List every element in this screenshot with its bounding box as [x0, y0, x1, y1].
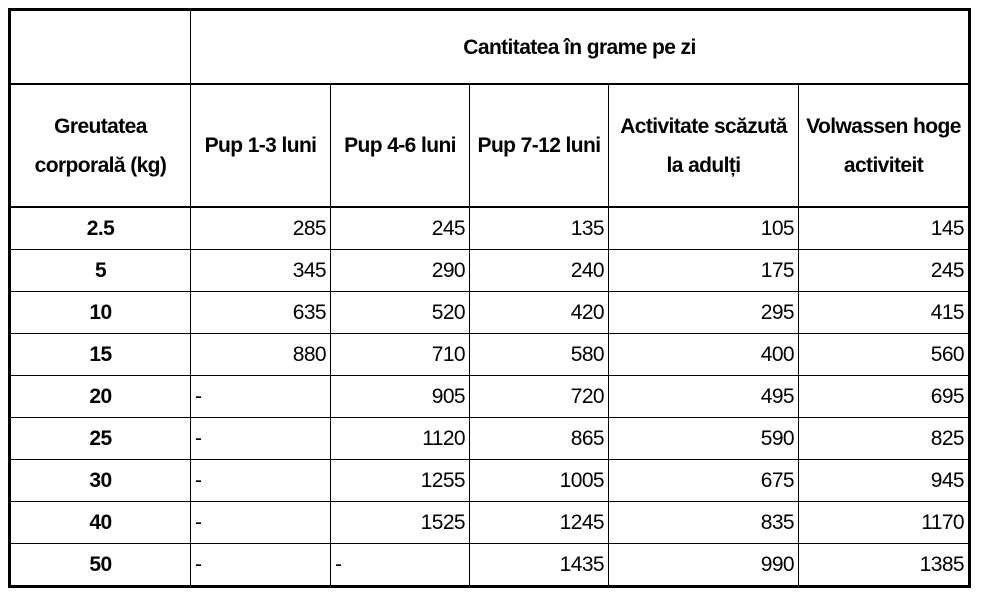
amount-cell: 675	[608, 459, 799, 502]
column-header: Greutatea corporală (kg)	[9, 83, 191, 208]
table-row: 2.5 285 245 135 105 145	[9, 206, 970, 250]
table-row: 40-1525 1245 835 1170	[9, 501, 970, 544]
amount-cell: 865	[469, 417, 609, 460]
weight-cell: 50	[9, 543, 191, 587]
column-header-row: Greutatea corporală (kg) Pup 1-3 luni Pup …	[9, 83, 970, 208]
column-header: Activitate scăzută la adulți	[608, 83, 799, 208]
amount-cell: 290	[330, 249, 470, 292]
column-header: Pup 1-3 luni	[190, 83, 331, 208]
table-row: 15 880 710 580 400 560	[9, 333, 970, 376]
amount-cell: 1120	[330, 417, 470, 460]
table-row: 10 635 520 420 295 415	[9, 291, 970, 334]
amount-cell: 1005	[469, 459, 609, 502]
weight-cell: 15	[9, 333, 191, 376]
amount-cell: 520	[330, 291, 470, 334]
amount-cell: 415	[798, 291, 970, 334]
amount-cell: 285	[190, 206, 331, 250]
amount-cell: 590	[608, 417, 799, 460]
column-header: Volwassen hoge activiteit	[798, 83, 970, 208]
amount-cell: 240	[469, 249, 609, 292]
group-header: Cantitatea în grame pe zi	[190, 9, 970, 85]
amount-cell: 560	[798, 333, 970, 376]
amount-cell: 1245	[469, 501, 609, 544]
weight-cell: 10	[9, 291, 191, 334]
amount-cell: 1435	[469, 543, 609, 587]
weight-cell: 25	[9, 417, 191, 460]
group-header-row: Cantitatea în grame pe zi	[9, 9, 970, 85]
weight-cell: 20	[9, 375, 191, 418]
amount-cell: -	[330, 543, 470, 587]
table-row: 5 345 290 240 175 245	[9, 249, 970, 292]
amount-cell: 720	[469, 375, 609, 418]
amount-cell: 1385	[798, 543, 970, 587]
amount-cell: 905	[330, 375, 470, 418]
amount-cell: 135	[469, 206, 609, 250]
weight-cell: 30	[9, 459, 191, 502]
amount-cell: 880	[190, 333, 331, 376]
weight-cell: 40	[9, 501, 191, 544]
table-row: 30-1255 1005 675 945	[9, 459, 970, 502]
table-row: 20-905 720 495 695	[9, 375, 970, 418]
amount-cell: 245	[330, 206, 470, 250]
amount-cell: -	[190, 417, 331, 460]
amount-cell: 990	[608, 543, 799, 587]
feeding-table: Cantitatea în grame pe zi Greutatea corp…	[8, 8, 971, 588]
amount-cell: 635	[190, 291, 331, 334]
amount-cell: -	[190, 375, 331, 418]
amount-cell: 495	[608, 375, 799, 418]
amount-cell: 945	[798, 459, 970, 502]
amount-cell: -	[190, 501, 331, 544]
amount-cell: 1170	[798, 501, 970, 544]
amount-cell: 710	[330, 333, 470, 376]
amount-cell: 835	[608, 501, 799, 544]
amount-cell: 580	[469, 333, 609, 376]
amount-cell: 295	[608, 291, 799, 334]
column-header: Pup 4-6 luni	[330, 83, 470, 208]
column-header: Pup 7-12 luni	[469, 83, 609, 208]
weight-cell: 2.5	[9, 206, 191, 250]
amount-cell: 145	[798, 206, 970, 250]
amount-cell: -	[190, 459, 331, 502]
amount-cell: 825	[798, 417, 970, 460]
amount-cell: 105	[608, 206, 799, 250]
amount-cell: 420	[469, 291, 609, 334]
weight-cell: 5	[9, 249, 191, 292]
amount-cell: 345	[190, 249, 331, 292]
amount-cell: 1525	[330, 501, 470, 544]
table-row: 50- -1435 990 1385	[9, 543, 970, 587]
amount-cell: 400	[608, 333, 799, 376]
amount-cell: 1255	[330, 459, 470, 502]
table-row: 25-1120 865 590 825	[9, 417, 970, 460]
amount-cell: -	[190, 543, 331, 587]
amount-cell: 695	[798, 375, 970, 418]
empty-corner-cell	[9, 9, 191, 85]
amount-cell: 245	[798, 249, 970, 292]
amount-cell: 175	[608, 249, 799, 292]
